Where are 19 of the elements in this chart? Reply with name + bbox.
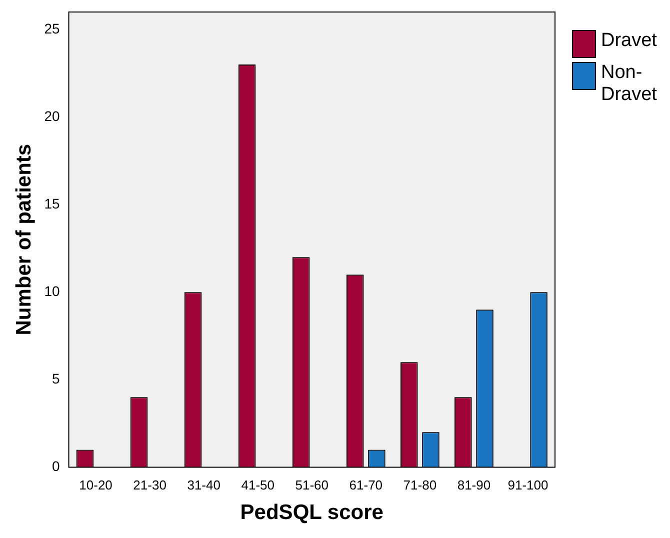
y-tick-label: 15: [44, 195, 60, 212]
y-tick-label: 20: [44, 108, 60, 124]
x-tick-label: 91-100: [508, 478, 548, 493]
x-tick-label: 61-70: [349, 478, 383, 493]
x-tick-label: 31-40: [187, 478, 220, 493]
y-tick-label: 10: [44, 282, 60, 299]
x-axis-title: PedSQL score: [240, 501, 384, 524]
y-tick-label: 5: [52, 370, 60, 387]
y-tick-label: 0: [52, 458, 60, 474]
x-tick-label: 51-60: [295, 478, 329, 493]
x-tick-label: 21-30: [133, 478, 166, 493]
x-tick-label: 71-80: [403, 478, 437, 493]
y-axis-title: Number of patients: [12, 144, 36, 336]
y-tick-label: 25: [44, 20, 60, 36]
legend-label: Dravet: [601, 30, 658, 52]
legend-label: Non-Dravet: [601, 62, 658, 106]
x-tick-label: 10-20: [79, 478, 112, 493]
x-tick-label: 41-50: [241, 478, 274, 493]
x-tick-label: 81-90: [457, 478, 491, 493]
